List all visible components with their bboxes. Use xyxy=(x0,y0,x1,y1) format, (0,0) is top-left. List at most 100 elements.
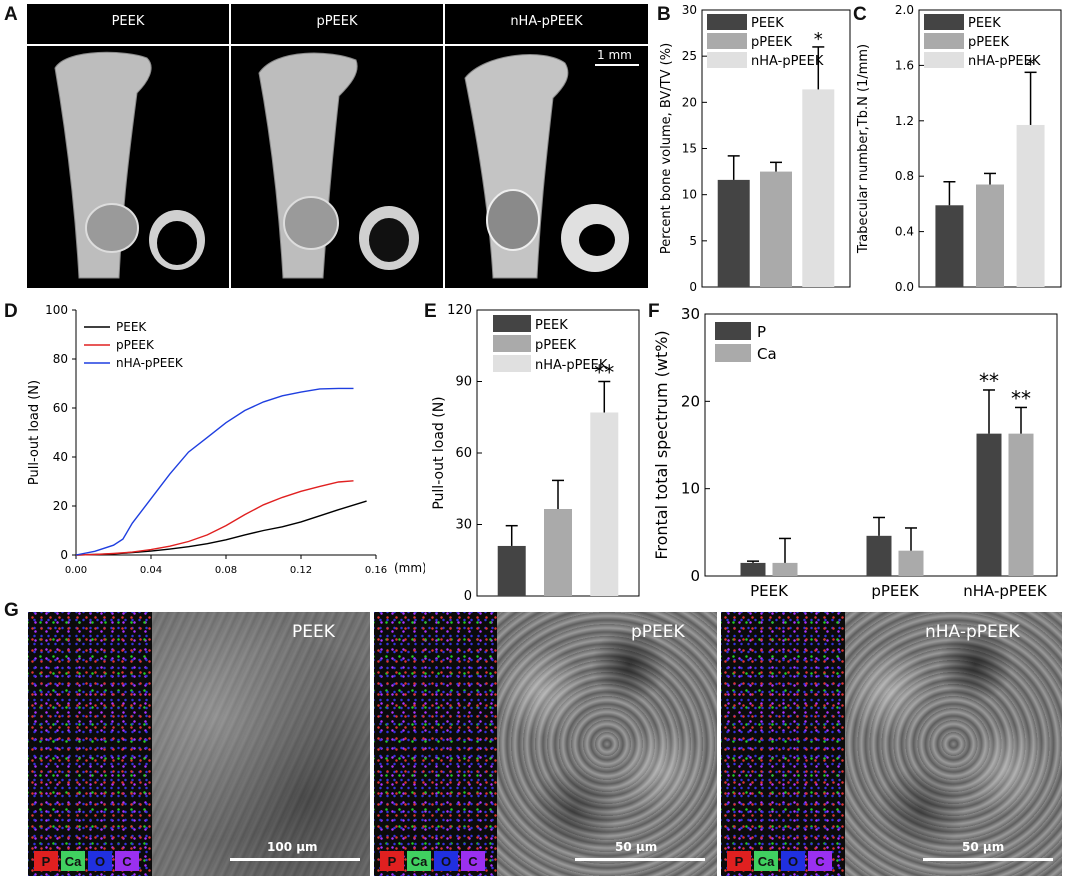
panel-letter-e: E xyxy=(424,301,437,322)
sem-label: PEEK xyxy=(292,622,335,642)
legend-label: PEEK xyxy=(968,16,1001,31)
scale-bar xyxy=(595,64,639,66)
legend-swatch xyxy=(924,52,964,68)
panel-letter-a: A xyxy=(4,4,18,25)
divider xyxy=(27,44,229,46)
eds-legend: P Ca O C xyxy=(34,851,139,871)
significance-marker: * xyxy=(1026,54,1035,75)
bone-render xyxy=(464,54,629,279)
y-tick-label: 40 xyxy=(53,450,68,464)
scale-label: 1 mm xyxy=(597,48,632,62)
y-tick-label: 10 xyxy=(681,480,700,498)
sem-image-nha-ppeek: nHA-pPEEK 50 μm xyxy=(845,612,1062,876)
panel-letter-d: D xyxy=(4,301,18,322)
legend-swatch xyxy=(493,335,531,352)
element-chip: Ca xyxy=(407,851,431,871)
bar xyxy=(772,562,798,576)
element-chip: O xyxy=(88,851,112,871)
scale-label: 50 μm xyxy=(962,840,1005,854)
legend-label: pPEEK xyxy=(535,338,577,353)
microct-label: nHA-pPEEK xyxy=(510,14,583,29)
element-chip: P xyxy=(380,851,404,871)
significance-marker: * xyxy=(814,29,823,50)
y-tick-label: 100 xyxy=(45,303,68,317)
element-chip: O xyxy=(781,851,805,871)
panel-letter-c: C xyxy=(853,4,867,25)
y-tick-label: 30 xyxy=(455,518,472,533)
significance-marker: ** xyxy=(979,369,999,393)
x-tick-label: 0.16 xyxy=(365,565,387,576)
y-tick-label: 30 xyxy=(681,305,700,323)
x-tick-label: nHA-pPEEK xyxy=(963,582,1048,600)
bar xyxy=(976,433,1002,576)
scale-bar xyxy=(923,858,1053,861)
bar xyxy=(976,184,1004,287)
chart-f: 0 10 20 30 Frontal total spectrum (wt%) PEEK p… xyxy=(652,305,1058,600)
y-tick-label: 10 xyxy=(682,188,697,202)
y-tick-label: 20 xyxy=(681,392,700,410)
legend-swatch xyxy=(924,33,964,49)
y-tick-label: 15 xyxy=(682,142,697,156)
eds-dots xyxy=(721,612,845,876)
bar xyxy=(866,535,892,576)
legend-swatch xyxy=(493,355,531,372)
y-axis-label: Frontal total spectrum (wt%) xyxy=(652,330,671,559)
eds-legend: P Ca O C xyxy=(727,851,832,871)
x-tick-label: 0.08 xyxy=(215,565,237,576)
bar xyxy=(1016,124,1045,287)
chart-c: 0.0 0.4 0.8 1.2 1.6 2.0 Trabecular number,Tb.N… xyxy=(856,3,1062,294)
bone-render xyxy=(258,52,419,279)
legend-swatch xyxy=(715,322,751,340)
divider xyxy=(231,44,443,46)
legend-label: nHA-pPEEK xyxy=(968,54,1041,69)
x-tick-label: pPEEK xyxy=(871,582,920,600)
element-chip: C xyxy=(461,851,485,871)
legend-label: pPEEK xyxy=(968,35,1010,50)
element-chip: Ca xyxy=(61,851,85,871)
bar xyxy=(544,509,572,596)
legend-label: PEEK xyxy=(116,320,147,334)
y-tick-label: 0 xyxy=(464,589,472,600)
bar xyxy=(935,205,964,287)
legend-swatch xyxy=(707,33,747,49)
eds-map-ppeek: P Ca O C xyxy=(374,612,498,876)
microct-peek: PEEK xyxy=(27,4,229,288)
y-tick-label: 120 xyxy=(447,303,472,318)
legend-label: P xyxy=(757,323,766,341)
legend-swatch xyxy=(924,14,964,30)
y-tick-label: 0 xyxy=(689,280,697,294)
element-chip: C xyxy=(115,851,139,871)
chart-b: 0 5 10 15 20 25 30 Percent bone volume, BV/TV (… xyxy=(659,3,851,294)
y-tick-label: 30 xyxy=(682,3,697,17)
eds-dots xyxy=(28,612,152,876)
significance-marker: ** xyxy=(1011,386,1031,410)
eds-map-nha-ppeek: P Ca O C xyxy=(721,612,845,876)
series-line xyxy=(75,387,354,556)
element-chip: P xyxy=(727,851,751,871)
y-tick-label: 25 xyxy=(682,49,697,63)
legend-label: nHA-pPEEK xyxy=(535,358,608,373)
significance-marker: ** xyxy=(594,361,614,385)
legend-swatch xyxy=(493,315,531,332)
y-tick-label: 0.0 xyxy=(895,280,914,294)
legend-swatch xyxy=(707,52,747,68)
bar xyxy=(760,171,792,287)
sem-label: pPEEK xyxy=(631,622,685,642)
sem-label: nHA-pPEEK xyxy=(925,622,1020,642)
element-chip: Ca xyxy=(754,851,778,871)
panel-letter-b: B xyxy=(657,4,671,25)
scale-bar xyxy=(230,858,360,861)
panel-letter-g: G xyxy=(4,600,19,621)
y-tick-label: 1.6 xyxy=(895,58,914,72)
chart-d: 0 20 40 60 80 100 0.00 0.04 0.08 0.12 0.16 (mm) Pull… xyxy=(27,303,425,576)
legend-label: pPEEK xyxy=(116,338,155,352)
legend-label: PEEK xyxy=(535,318,568,333)
divider xyxy=(445,44,648,46)
series-line xyxy=(75,480,354,556)
legend-label: pPEEK xyxy=(751,35,793,50)
legend-label: nHA-pPEEK xyxy=(751,54,824,69)
microct-nha-ppeek: nHA-pPEEK 1 mm xyxy=(445,4,648,288)
bar xyxy=(802,89,835,287)
eds-legend: P Ca O C xyxy=(380,851,485,871)
bar xyxy=(590,412,619,596)
